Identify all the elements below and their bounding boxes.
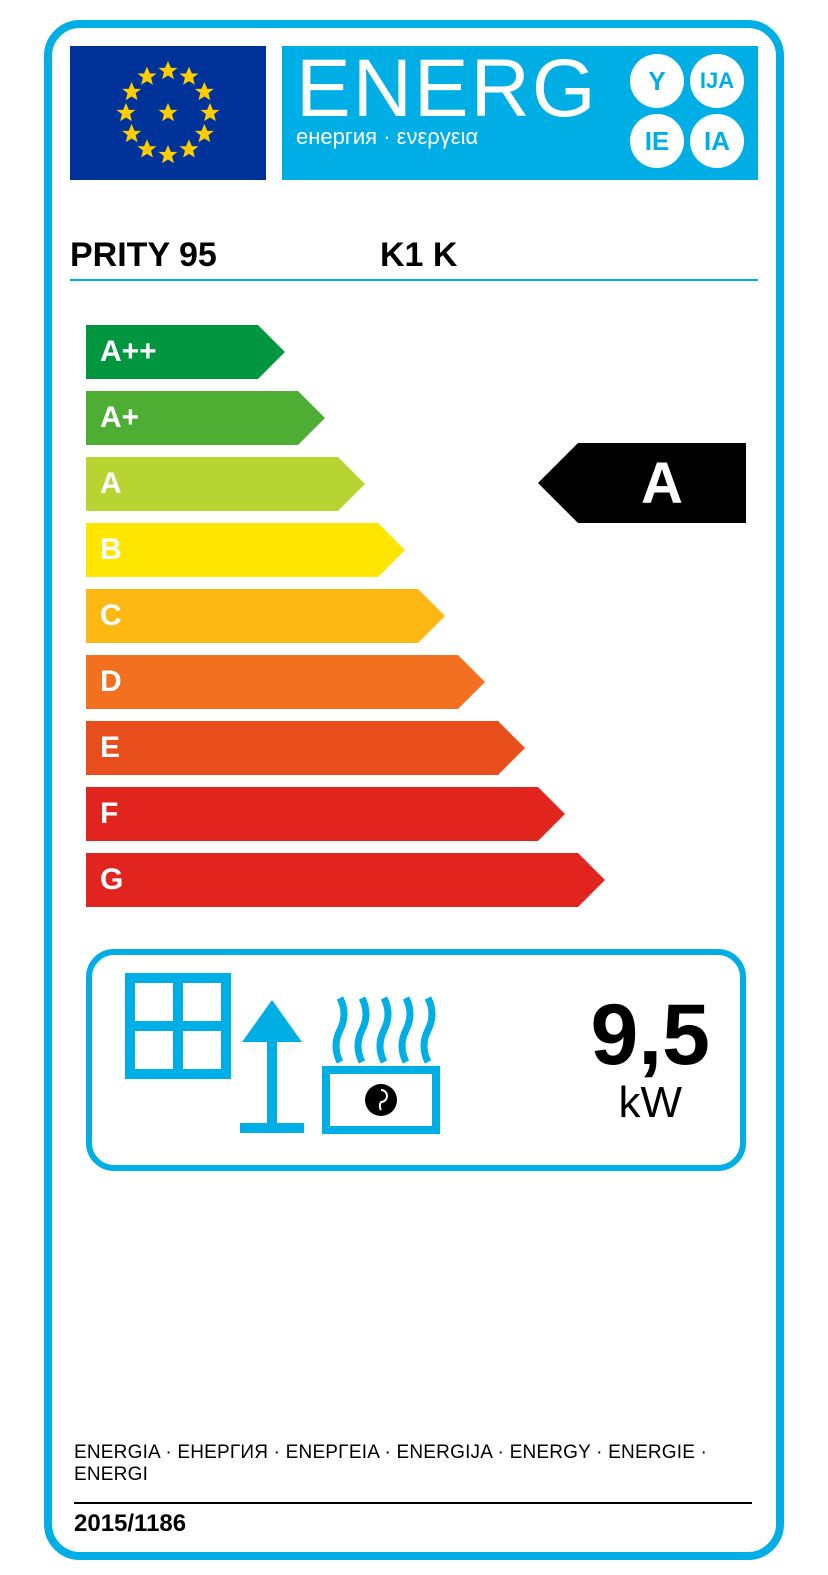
efficiency-bar-label: E <box>100 731 120 765</box>
efficiency-bar-row: E <box>86 721 578 775</box>
efficiency-bar-row: A+ <box>86 391 578 445</box>
power-value: 9,5 <box>590 992 710 1078</box>
efficiency-bar: E <box>86 721 498 775</box>
energ-suffix-circle: IJA <box>690 54 744 108</box>
efficiency-bar-label: C <box>100 599 122 633</box>
efficiency-bar: D <box>86 655 458 709</box>
power-box: 9,5 kW <box>86 949 746 1171</box>
product-rating-letter: A <box>641 450 683 517</box>
efficiency-bar-label: A <box>100 467 122 501</box>
energ-suffix-circles: YIJAIEIA <box>630 54 750 168</box>
heating-pictogram <box>122 980 590 1140</box>
efficiency-bar-row: B <box>86 523 578 577</box>
efficiency-bar: B <box>86 523 378 577</box>
product-rating-arrow: A <box>578 443 746 523</box>
efficiency-bar-row: G <box>86 853 578 907</box>
footer-languages: ENERGIA · ЕНЕРГИЯ · ΕΝΕΡΓΕΙΑ · ENERGIJA … <box>74 1442 754 1486</box>
efficiency-bar-label: G <box>100 863 123 897</box>
energy-label-frame: ENERG енергия · ενεργεια YIJAIEIA PRITY … <box>44 20 784 1560</box>
product-row: PRITY 95 K1 K <box>70 236 758 281</box>
energ-block: ENERG енергия · ενεργεια YIJAIEIA <box>282 46 758 180</box>
efficiency-bar-row: A <box>86 457 578 511</box>
footer-regulation: 2015/1186 <box>74 1502 752 1538</box>
efficiency-bars: A++ A+ ABCDEFG <box>86 325 578 919</box>
eu-flag <box>70 46 266 180</box>
header-row: ENERG енергия · ενεργεια YIJAIEIA <box>70 46 758 180</box>
efficiency-bar-label: F <box>100 797 118 831</box>
efficiency-bar-row: C <box>86 589 578 643</box>
efficiency-bar-label: B <box>100 533 122 567</box>
efficiency-bar-row: F <box>86 787 578 841</box>
eu-flag-svg <box>70 46 266 180</box>
energ-suffix-circle: Y <box>630 54 684 108</box>
room-heater-icon <box>122 970 442 1140</box>
energ-suffix-circle: IA <box>690 114 744 168</box>
energ-suffix-circle: IE <box>630 114 684 168</box>
model-name: K1 K <box>380 236 457 275</box>
efficiency-bar: A <box>86 457 338 511</box>
efficiency-bar-label: D <box>100 665 122 699</box>
efficiency-bar-label: A+ <box>100 401 139 435</box>
power-text: 9,5 kW <box>590 992 710 1128</box>
brand-name: PRITY 95 <box>70 236 380 275</box>
efficiency-bar-row: D <box>86 655 578 709</box>
efficiency-bar-row: A++ <box>86 325 578 379</box>
efficiency-bar: F <box>86 787 538 841</box>
efficiency-chart: A++A+ABCDEFG A <box>70 325 758 921</box>
power-unit: kW <box>590 1078 710 1128</box>
efficiency-bar: C <box>86 589 418 643</box>
efficiency-bar: A++ <box>86 325 258 379</box>
efficiency-bar-label: A++ <box>100 335 157 369</box>
efficiency-bar: G <box>86 853 578 907</box>
efficiency-bar: A+ <box>86 391 298 445</box>
